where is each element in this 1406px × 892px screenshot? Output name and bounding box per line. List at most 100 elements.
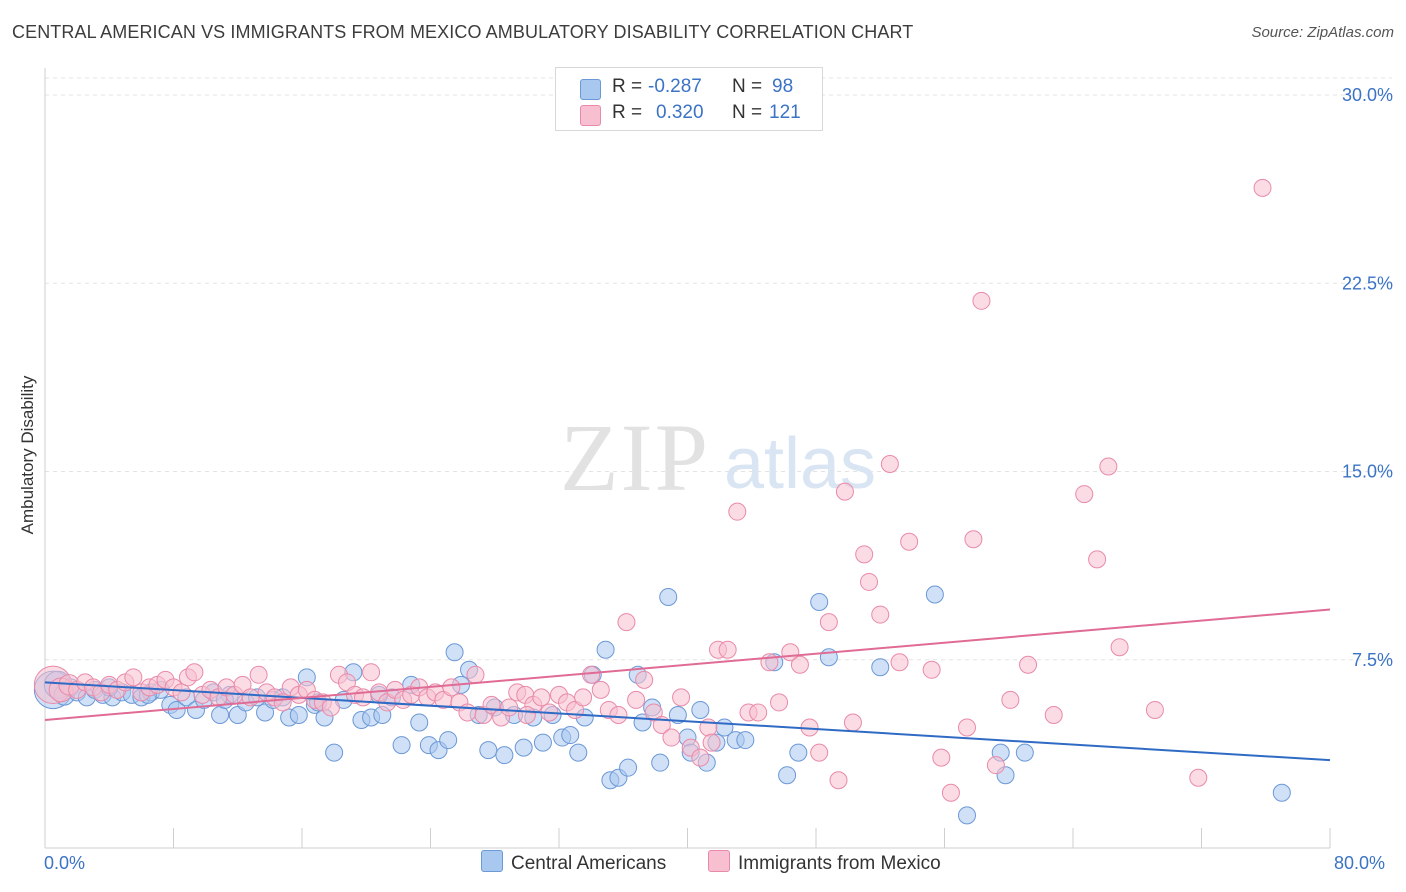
y-tick-label: 30.0% xyxy=(1342,85,1393,105)
data-point xyxy=(932,748,951,767)
data-point xyxy=(1189,768,1208,787)
data-point xyxy=(691,748,710,767)
data-point xyxy=(659,588,678,606)
data-point xyxy=(925,585,944,604)
legend-label: Central Americans xyxy=(511,853,667,874)
data-point xyxy=(843,713,862,732)
data-point xyxy=(617,613,636,632)
data-point xyxy=(500,698,519,717)
data-point xyxy=(964,530,983,549)
x-tick-min: 0.0% xyxy=(44,853,86,873)
data-point xyxy=(1075,485,1094,504)
r-value: -0.287 xyxy=(648,76,702,97)
data-point xyxy=(829,771,848,790)
data-point xyxy=(619,758,638,777)
y-tick-label: 15.0% xyxy=(1342,462,1393,482)
data-point xyxy=(900,532,919,551)
data-point xyxy=(289,705,308,724)
data-point xyxy=(273,693,292,712)
data-point xyxy=(439,731,458,750)
data-point xyxy=(574,688,593,707)
data-point xyxy=(880,454,899,473)
data-point xyxy=(972,291,991,310)
data-point xyxy=(1088,550,1107,569)
data-point xyxy=(561,726,580,745)
data-point xyxy=(770,693,789,712)
data-point xyxy=(635,670,654,689)
r-label: R = xyxy=(612,76,643,97)
data-point xyxy=(957,718,976,737)
n-value: 98 xyxy=(772,76,794,97)
data-point xyxy=(1253,178,1272,197)
data-point xyxy=(495,746,514,765)
legend-swatch-pink xyxy=(708,850,730,872)
data-point xyxy=(466,665,485,684)
data-point xyxy=(1015,743,1034,762)
data-point xyxy=(1099,457,1118,476)
data-point xyxy=(1019,655,1038,674)
data-point xyxy=(778,766,797,785)
tick-labels: 7.5% 15.0% 22.5% 30.0% xyxy=(1342,85,1393,670)
data-point xyxy=(442,678,461,697)
data-point xyxy=(517,705,536,724)
data-point xyxy=(871,605,890,624)
x-tick-max: 80.0% xyxy=(1334,853,1386,873)
data-point xyxy=(445,643,464,662)
data-point xyxy=(749,703,768,722)
trend-line xyxy=(44,608,1331,721)
data-point xyxy=(835,482,854,501)
data-point xyxy=(479,741,498,760)
data-point xyxy=(410,713,429,732)
data-point xyxy=(691,700,710,719)
r-label: R = xyxy=(612,102,643,123)
data-point xyxy=(1272,783,1291,802)
data-point xyxy=(790,655,809,674)
data-point xyxy=(533,733,552,752)
data-point xyxy=(582,665,601,684)
legend-swatch-blue xyxy=(481,850,503,872)
trend-line xyxy=(44,681,1331,762)
data-point xyxy=(458,703,477,722)
gridlines xyxy=(45,77,1392,661)
data-point xyxy=(890,653,909,672)
data-point xyxy=(672,688,691,707)
data-point xyxy=(855,545,874,564)
data-point xyxy=(362,663,381,682)
data-point xyxy=(514,738,533,757)
data-point xyxy=(871,658,890,677)
data-point xyxy=(810,743,829,762)
data-point xyxy=(211,705,230,724)
data-point xyxy=(172,683,191,702)
data-point xyxy=(627,690,646,709)
data-point xyxy=(1001,690,1020,709)
data-point xyxy=(321,698,340,717)
watermark-zip: ZIP xyxy=(560,404,710,511)
watermark: ZIP atlas xyxy=(560,404,876,511)
data-point xyxy=(1110,638,1129,657)
r-value: 0.320 xyxy=(656,102,704,123)
data-point xyxy=(596,640,615,659)
data-point xyxy=(941,783,960,802)
stats-legend: R = -0.287 N = 98 R = 0.320 N = 121 xyxy=(555,67,823,131)
n-label: N = xyxy=(732,102,763,123)
data-point xyxy=(569,743,588,762)
n-label: N = xyxy=(732,76,763,97)
data-point xyxy=(532,688,551,707)
data-point xyxy=(668,705,687,724)
legend-item-mexico[interactable]: Immigrants from Mexico xyxy=(708,850,941,875)
data-point xyxy=(325,743,344,762)
data-point xyxy=(736,731,755,750)
data-point xyxy=(728,502,747,521)
y-tick-label: 22.5% xyxy=(1342,273,1393,293)
data-point xyxy=(651,753,670,772)
data-point xyxy=(124,668,143,687)
legend-label: Immigrants from Mexico xyxy=(738,853,941,874)
data-point xyxy=(810,593,829,612)
data-point xyxy=(392,736,411,755)
legend-swatch-pink xyxy=(580,105,601,126)
data-point xyxy=(591,680,610,699)
data-point xyxy=(986,756,1005,775)
legend-item-central-americans[interactable]: Central Americans xyxy=(481,850,666,875)
data-point xyxy=(185,663,204,682)
